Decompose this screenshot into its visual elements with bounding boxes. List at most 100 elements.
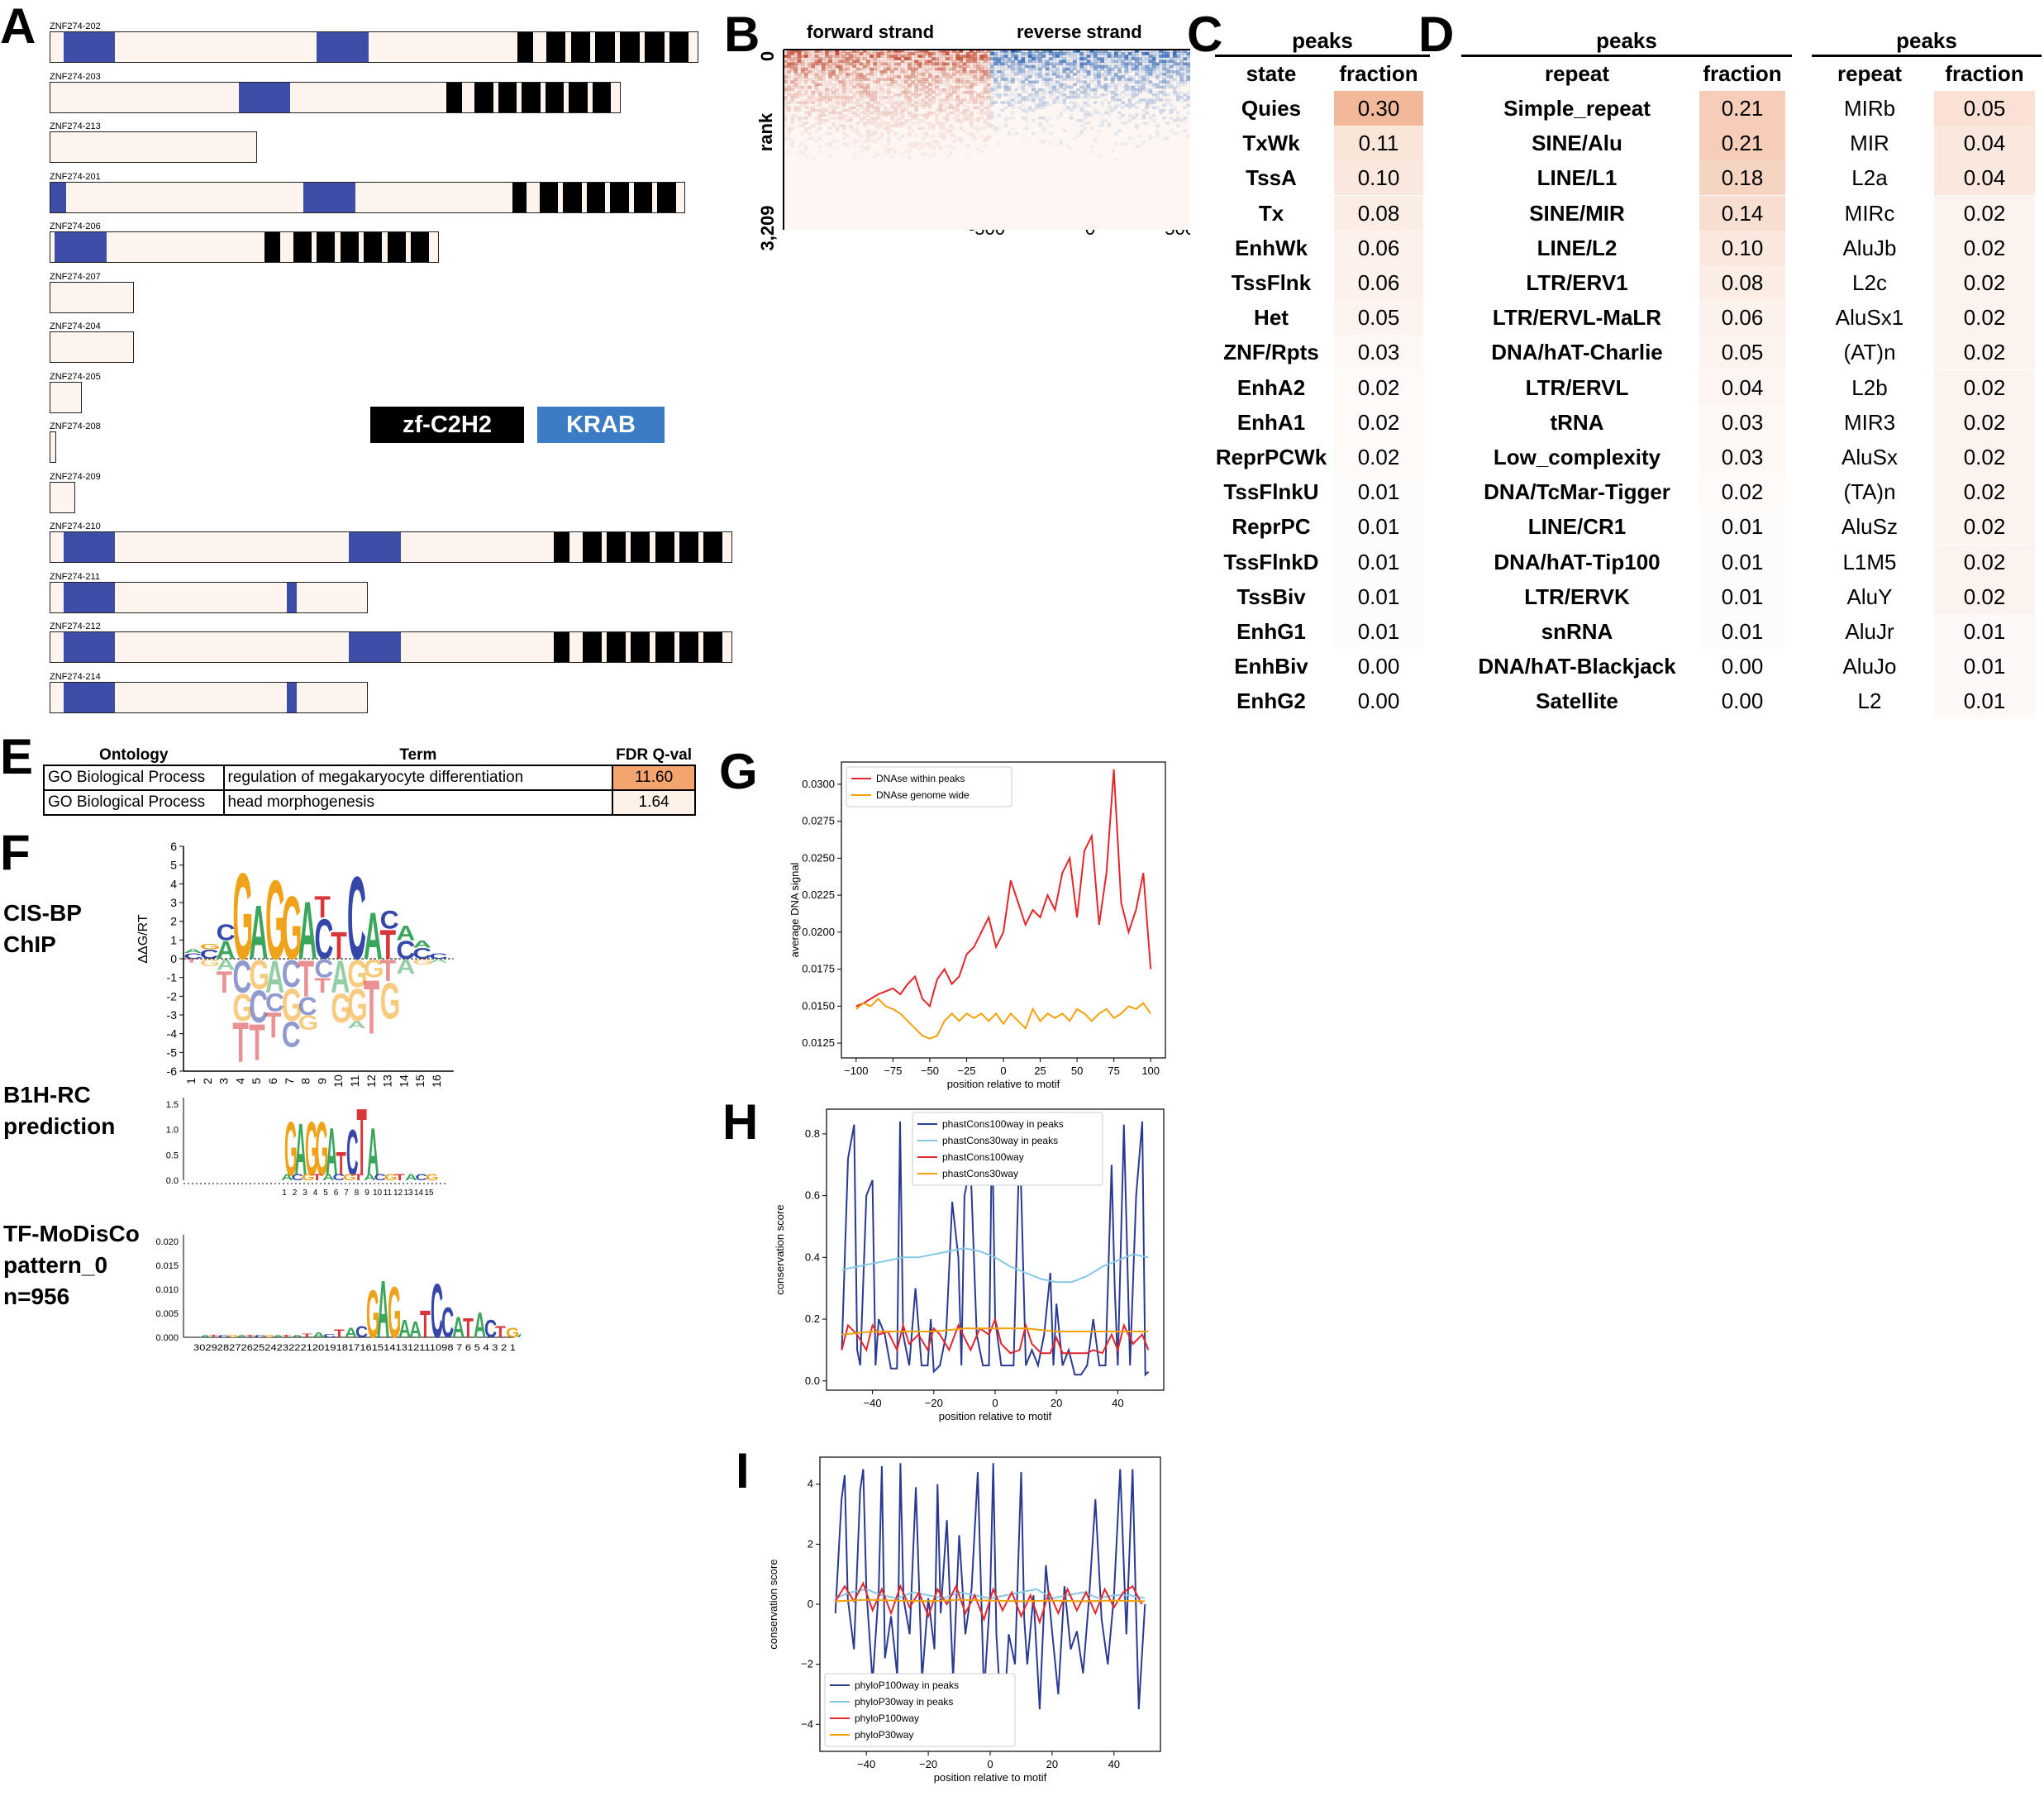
logo-letter: C [265, 988, 284, 1017]
transcript-name: ZNF274-201 [50, 171, 101, 182]
table-row-label: TssFlnkU [1223, 479, 1319, 505]
logo-letter: A [396, 922, 415, 946]
panel-label-h: H [722, 1094, 759, 1150]
zf-domain [610, 182, 629, 212]
cisbp-xtick: 8 [299, 1078, 312, 1084]
logo-letter: C [292, 1173, 304, 1183]
cisbp-xtick: 4 [233, 1078, 246, 1084]
legend-box [912, 1112, 1103, 1186]
table-row-label: LINE/L1 [1537, 165, 1618, 191]
series-line [855, 997, 1152, 1040]
table-row-value: 0.02 [1934, 230, 2035, 265]
cisbp-xtick: 15 [413, 1074, 426, 1088]
table-row-value: 0.02 [1934, 335, 2035, 370]
legend-entry: phastCons30way in peaks [942, 1135, 1058, 1146]
table-row-label: L2c [1852, 270, 1887, 295]
b1h-axis: 1.51.00.50.01 2 3 4 5 6 7 8 9 10 11 12 13 14 15 [166, 1098, 448, 1198]
logo-letter: T [249, 1014, 264, 1071]
x-tick-label: −20 [919, 1758, 937, 1770]
repeat-family-table: peaks repeat fraction MIRb 0.05 MIR 0.04 L2a 0.0… [1812, 25, 2043, 736]
logo-letter: G [282, 877, 303, 978]
table-row-label: Low_complexity [1493, 445, 1661, 469]
logo-letter: G [249, 951, 269, 998]
table-row-value: 0.03 [1334, 335, 1423, 370]
y-tick-label: 0.0125 [802, 1036, 835, 1049]
table-row-label: ReprPCWk [1215, 445, 1327, 469]
x-tick-label: 40 [1108, 1758, 1120, 1770]
go-header-term: Term [399, 746, 437, 764]
table-row-label: MIRb [1843, 96, 1896, 121]
modisco-ytick: 0.010 [155, 1285, 179, 1295]
cisbp-ytick: 4 [170, 877, 177, 890]
series-line [834, 1581, 1143, 1626]
logo-letter: C [183, 952, 202, 960]
b1h-ytick: 0.0 [166, 1176, 179, 1186]
series-line [855, 769, 1152, 1008]
series-line [841, 1247, 1149, 1284]
b1h-ytick: 1.0 [166, 1126, 179, 1136]
b1h-xtick: 12 [393, 1189, 403, 1198]
table-row-label: Simple_repeat [1503, 96, 1651, 121]
heatmap-y-bottom: 3,209 [757, 205, 778, 250]
table-row-label: LTR/ERVL-MaLR [1492, 305, 1662, 331]
table-row-value: 0.14 [1699, 195, 1785, 231]
table-row-label: TssA [1246, 165, 1297, 191]
logo-letter: C [333, 1173, 345, 1183]
logo-letter: G [232, 846, 253, 984]
cisbp-ylabel: ΔΔG/RT [136, 914, 150, 964]
panel-label-d: D [1418, 7, 1455, 62]
x-tick-label: 40 [1112, 1397, 1123, 1409]
table-row-value: 0.02 [1334, 440, 1423, 474]
go-row1-fdr: 11.60 [612, 765, 696, 791]
table-row-label: TxWk [1242, 131, 1300, 156]
table-row-value: 0.21 [1699, 126, 1785, 161]
table-row-label: EnhG2 [1236, 688, 1306, 714]
y-tick-label: 0.0225 [802, 888, 835, 901]
logo-letter: A [398, 1316, 411, 1342]
table-row-label: MIRc [1844, 200, 1895, 226]
table-row-label: AluSx [1842, 445, 1898, 469]
logo-letter: A [326, 1114, 338, 1190]
logo-letter: A [377, 1264, 389, 1352]
x-tick-label: −20 [925, 1397, 943, 1409]
table-rule [1812, 55, 2042, 57]
logo-letter: T [265, 1005, 281, 1046]
logo-letter: A [396, 955, 415, 979]
logo-letter: C [218, 1334, 229, 1338]
logo-letter: C [484, 1316, 497, 1342]
zf-domain [340, 232, 359, 262]
legend-box [824, 1673, 1016, 1747]
zf-domain [498, 82, 517, 112]
x-tick-label: 0 [992, 1397, 998, 1409]
y-tick-label: 0.4 [805, 1251, 820, 1263]
table-header: fraction [1339, 61, 1418, 86]
logo-letter: T [334, 1327, 345, 1340]
go-header-fdr: FDR Q-val [616, 746, 693, 764]
logo-letter: G [316, 1107, 329, 1193]
legend-entry: phyloP30way in peaks [855, 1696, 953, 1708]
b1h-xtick: 3 [303, 1189, 307, 1198]
b1h-xtick: 7 [344, 1189, 349, 1198]
table-row-label: AluJb [1842, 235, 1897, 260]
table-row-label: SINE/MIR [1529, 200, 1625, 226]
logo-letter: C [429, 952, 448, 960]
logo-letter: T [380, 955, 396, 989]
table-row-label: EnhA1 [1236, 409, 1306, 435]
transcript-bar [50, 531, 732, 563]
table-row-label: tRNA [1550, 409, 1604, 435]
transcript-bar [50, 381, 83, 413]
table-row-label: AluY [1846, 584, 1893, 609]
table-row-label: Tx [1258, 200, 1284, 226]
y-tick-label: −4 [801, 1717, 813, 1730]
zf-domain [595, 32, 615, 62]
table-row-label: EnhA2 [1236, 374, 1306, 400]
legend-entry: phastCons30way [942, 1168, 1018, 1179]
logo-letter: T [232, 1012, 248, 1074]
logo-letter: G [388, 1271, 401, 1352]
logo-letter: C [217, 920, 236, 946]
zf-domain [645, 32, 665, 62]
logo-letter: C [441, 1299, 454, 1347]
logo-letter: T [331, 925, 346, 967]
table-row-label: DNA/hAT-Charlie [1491, 340, 1663, 365]
